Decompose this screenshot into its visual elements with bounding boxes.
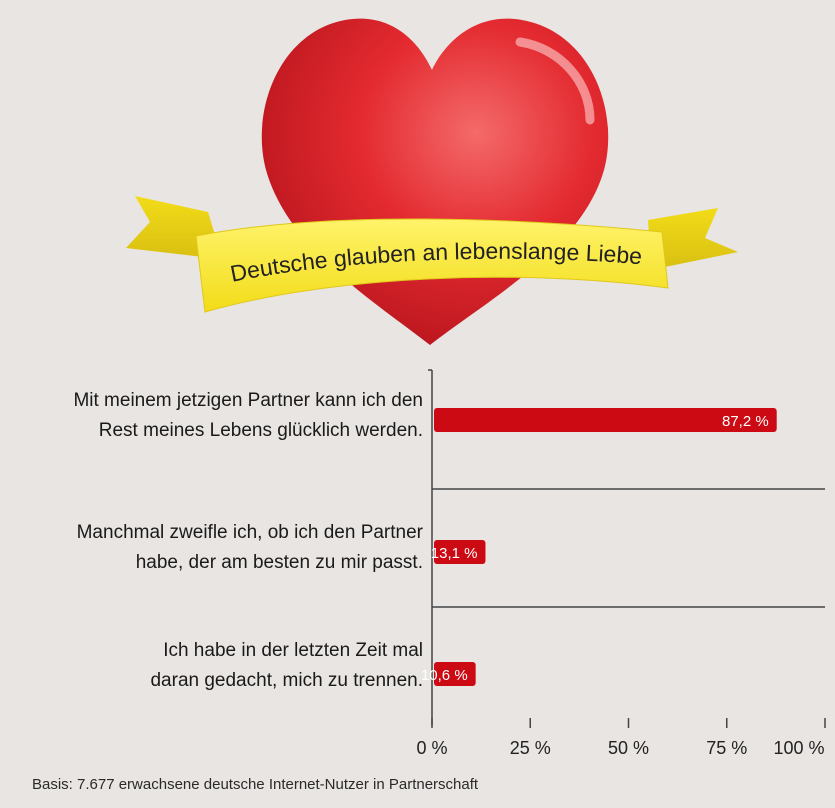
- bar: [434, 662, 476, 686]
- category-label: Mit meinem jetzigen Partner kann ich den…: [73, 390, 423, 441]
- ribbon-tail-right: [648, 208, 738, 268]
- bar-value-label: 87,2 %: [722, 413, 769, 430]
- ribbon-banner: [195, 218, 669, 313]
- x-tick-label: 50 %: [608, 738, 649, 758]
- x-tick-label: 25 %: [510, 738, 551, 758]
- x-tick-label: 75 %: [706, 738, 747, 758]
- x-tick-label: 0 %: [416, 738, 447, 758]
- bar-value-label: 13,1 %: [431, 545, 478, 562]
- category-label: Manchmal zweifle ich, ob ich den Partner…: [76, 522, 423, 573]
- footnote: Basis: 7.677 erwachsene deutsche Interne…: [32, 776, 479, 793]
- chart-plot: 0 % 25 % 50 % 75 % 100 % 87,2 % 13,1 % 10,6 %: [416, 369, 826, 758]
- heart-banner-illustration: Deutsche glauben an lebenslange Liebe: [126, 18, 738, 346]
- x-tick-label: 100 %: [773, 738, 824, 758]
- bar: [434, 408, 777, 432]
- bar: [434, 540, 486, 564]
- bar-value-label: 10,6 %: [421, 667, 468, 684]
- heart-icon: [261, 18, 609, 346]
- category-label: Ich habe in der letzten Zeit mal daran g…: [150, 640, 423, 691]
- bar-chart: Mit meinem jetzigen Partner kann ich den…: [0, 360, 835, 808]
- ribbon-tail-left: [126, 196, 218, 258]
